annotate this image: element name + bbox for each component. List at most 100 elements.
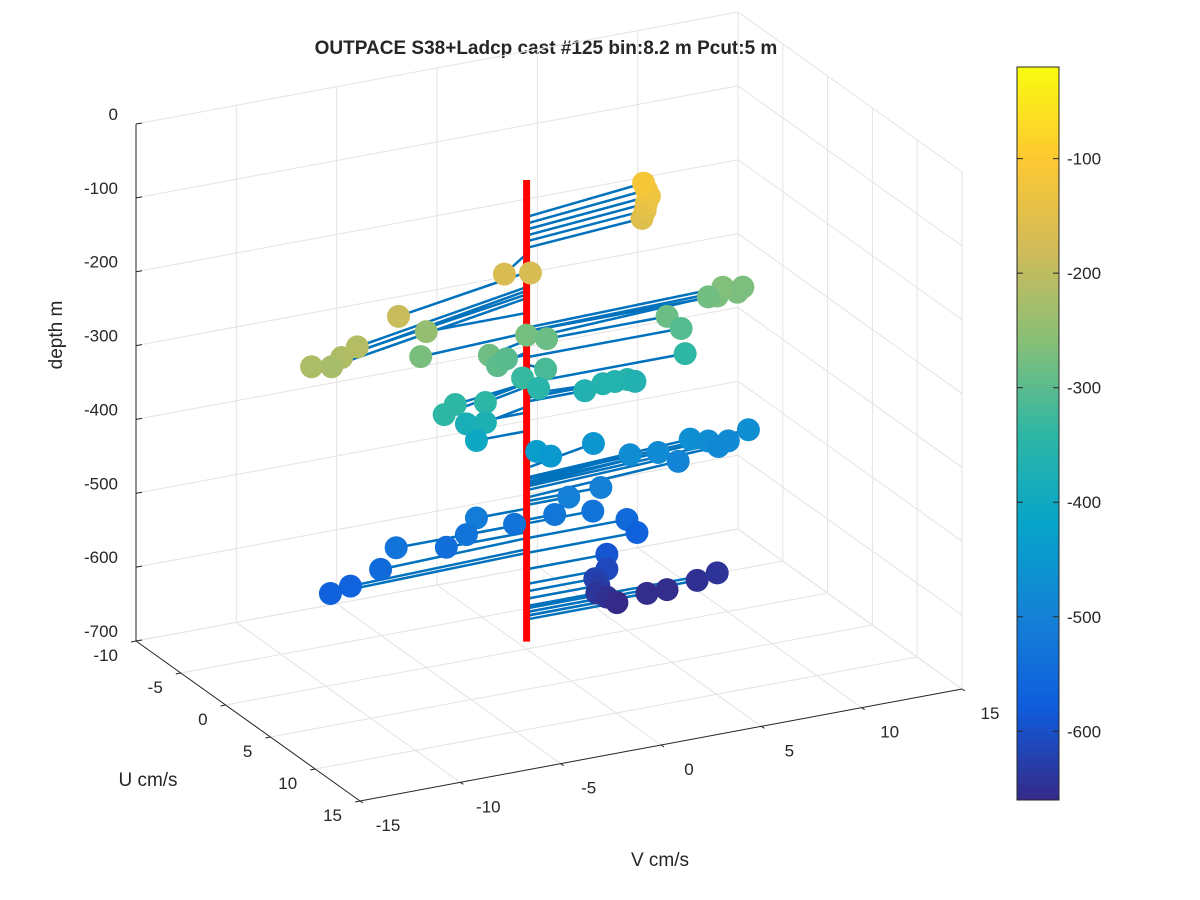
data-point [685,568,709,592]
x-tick-label: 5 [785,741,794,760]
x-tick-mark [961,688,966,692]
stem-line [526,591,598,608]
data-point [369,557,393,581]
y-tick-label: -10 [93,646,118,665]
data-point [454,523,478,547]
data-point [581,499,605,523]
z-tick-mark [135,122,143,125]
chart-title: OUTPACE S38+Ladcp cast #125 bin:8.2 m Pc… [315,38,778,59]
data-point [384,536,408,560]
grid-line [436,584,662,746]
y-tick-mark [354,800,361,803]
z-tick-mark [135,270,143,273]
grid-line [336,603,561,765]
data-point [300,355,324,379]
z-tick-label: 0 [109,105,118,124]
stem-line [526,553,608,571]
stem-line [526,209,646,243]
data-point [434,535,458,559]
data-point [557,485,581,509]
stem-line [526,571,718,610]
x-tick-mark [861,707,865,711]
stem-line [426,311,527,333]
y-tick-label: -5 [148,678,163,697]
z-tick-label: -500 [84,474,118,493]
depth-axis-ticks: 0 -100 -200 -300 -400 -500 -600 -700 [84,105,143,642]
colorbar-tick-label: -200 [1067,264,1101,283]
data-point [318,582,342,606]
data-point [646,441,670,465]
stem-line [330,551,527,595]
u-axis-ticks: -10 -5 0 5 10 15 [93,640,361,825]
data-point [492,262,516,286]
x-axis-label: V cm/s [631,850,689,871]
data-point [696,285,720,309]
data-point [495,347,519,371]
y-tick-mark [265,736,271,739]
data-points [300,171,760,615]
data-point [534,357,558,381]
z-axis-label: depth m [46,301,67,370]
stem-line [526,202,647,237]
data-point [473,391,497,415]
u-axis-line [135,640,361,802]
grid-line [135,306,739,420]
x-tick-label: -5 [581,779,596,798]
x-tick-mark [359,800,364,804]
z-tick-mark [135,639,143,642]
grid-line [537,565,762,727]
grid-line [135,85,739,199]
stem-line [526,327,682,359]
grid-line [135,233,739,347]
z-tick-mark [135,196,143,199]
data-point [673,342,697,366]
y-tick-label: 5 [243,742,252,761]
x-tick-label: 10 [880,723,899,742]
data-point [464,506,488,530]
data-point [635,581,659,605]
data-point [591,372,615,396]
colorbar: -100 -200 -300 -400 -500 -600 [1016,66,1101,801]
grid-line [737,528,963,690]
stem-line [526,518,628,540]
data-point [320,355,344,379]
grid-line [737,85,963,247]
grid-line [637,547,862,709]
stem-line [526,439,709,485]
data-point [464,428,488,452]
y-tick-mark [220,704,226,707]
stem-line [356,285,528,349]
stem-line [526,181,644,219]
data-point [669,317,693,341]
y-tick-label: 10 [278,774,297,793]
colorbar-scale [1016,66,1060,801]
z-tick-label: -400 [84,400,118,419]
data-point [338,574,362,598]
data-point [731,275,755,299]
x-tick-label: 0 [684,760,693,779]
x-tick-label: -15 [376,816,401,835]
colorbar-tick-label: -300 [1067,379,1101,398]
stem-line [526,217,643,250]
data-point [655,578,679,602]
data-point [414,320,438,344]
data-point [503,512,527,536]
data-point [443,392,467,416]
grid-line [236,621,461,783]
z-tick-mark [135,565,143,568]
data-point [345,335,369,359]
x-tick-mark [460,781,464,785]
y-tick-mark [310,768,316,771]
x-tick-mark [660,744,665,748]
x-tick-mark [761,725,765,729]
z-tick-label: -700 [84,622,118,641]
y-tick-label: 15 [323,806,342,825]
data-point [535,327,559,351]
z-tick-mark [135,491,143,494]
z-tick-label: -600 [84,548,118,567]
z-tick-mark [135,417,143,420]
data-point [625,520,649,544]
data-point [618,443,642,467]
y-tick-mark [175,672,181,675]
